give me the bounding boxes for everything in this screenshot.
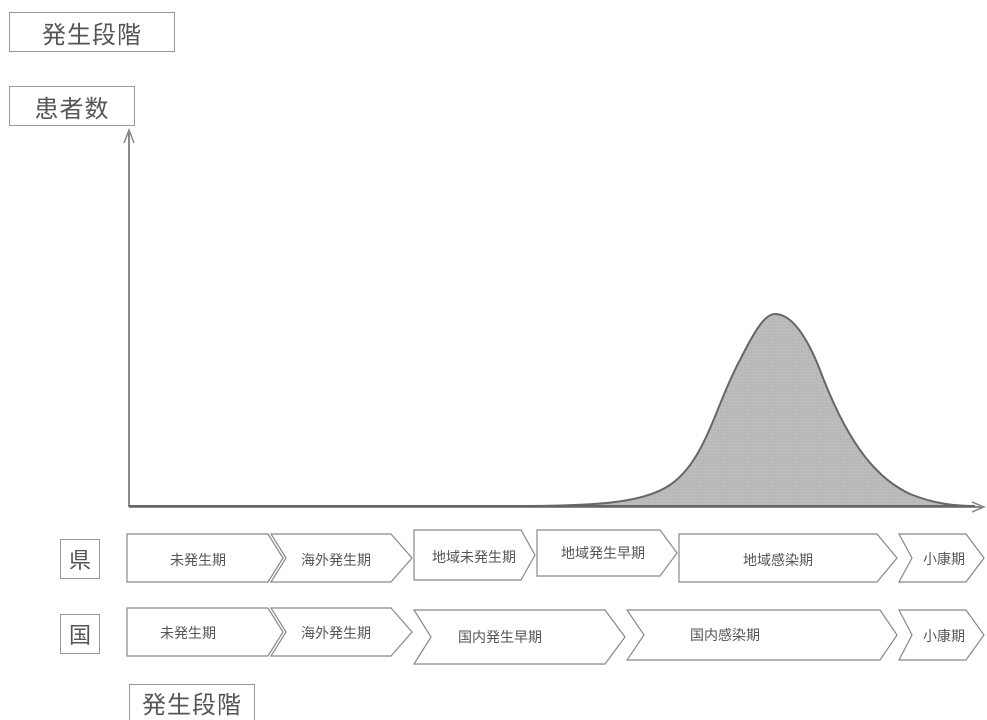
prefecture-phase-row: 未発生期 海外発生期 地域未発生期 地域発生早期 地域感染期 小康期 bbox=[126, 529, 985, 583]
phase-label: 国内感染期 bbox=[690, 627, 760, 644]
phase-arrow bbox=[413, 529, 536, 581]
national-phase-row: 未発生期 海外発生期 国内発生早期 国内感染期 小康期 bbox=[126, 607, 985, 665]
x-axis-arrowhead bbox=[971, 501, 986, 513]
epidemic-curve bbox=[129, 312, 976, 507]
row-label-national: 国 bbox=[60, 614, 100, 654]
phase-arrow bbox=[126, 607, 284, 657]
phase-arrow bbox=[625, 609, 898, 661]
row-label-prefecture: 県 bbox=[60, 539, 100, 579]
phase-label: 小康期 bbox=[923, 551, 965, 568]
phase-arrow bbox=[269, 533, 413, 583]
y-axis-label: 患者数 bbox=[9, 86, 135, 126]
phase-label: 未発生期 bbox=[170, 553, 226, 569]
phase-label: 地域未発生期 bbox=[432, 550, 516, 566]
phase-label: 国内発生早期 bbox=[458, 630, 542, 646]
phase-arrow bbox=[412, 609, 626, 665]
footer-label: 発生段階 bbox=[129, 684, 255, 720]
phase-arrow bbox=[898, 609, 985, 661]
phase-arrow bbox=[269, 607, 413, 657]
phase-label: 地域発生早期 bbox=[561, 546, 645, 562]
title-box: 発生段階 bbox=[9, 12, 175, 52]
y-axis-arrowhead bbox=[123, 127, 135, 144]
phase-arrow bbox=[536, 529, 678, 577]
phase-arrow bbox=[678, 533, 898, 583]
phase-arrow bbox=[897, 533, 985, 583]
phase-arrow bbox=[126, 533, 284, 583]
phase-label: 海外発生期 bbox=[301, 626, 371, 642]
phase-label: 海外発生期 bbox=[301, 553, 371, 569]
phase-label: 小康期 bbox=[923, 628, 965, 645]
phase-label: 未発生期 bbox=[160, 626, 216, 642]
phase-label: 地域感染期 bbox=[743, 552, 813, 569]
